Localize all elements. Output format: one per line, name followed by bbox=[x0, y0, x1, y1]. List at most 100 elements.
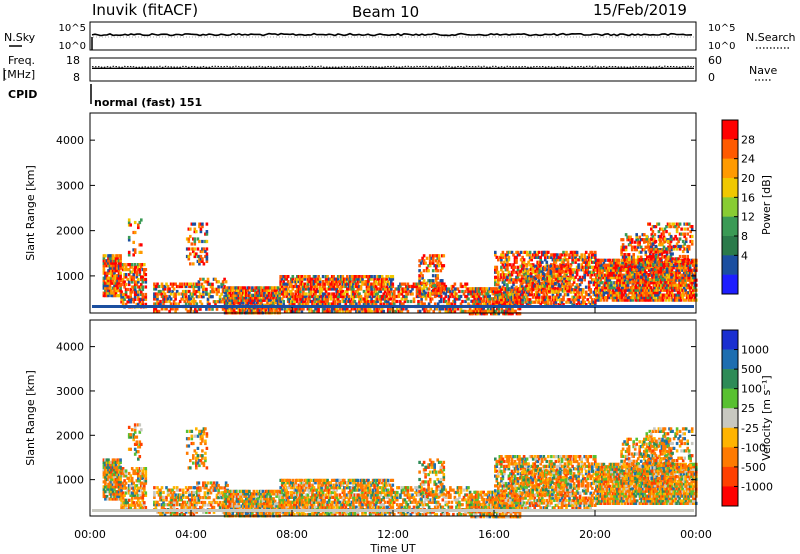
echo-cell bbox=[137, 290, 140, 294]
echo-cell bbox=[450, 284, 454, 289]
echo-cell bbox=[370, 309, 373, 313]
echo-cell bbox=[159, 302, 162, 306]
echo-cell bbox=[557, 258, 561, 262]
echo-cell bbox=[318, 292, 322, 296]
echo-cell bbox=[534, 277, 537, 281]
echo-cell bbox=[513, 293, 517, 297]
echo-cell bbox=[132, 273, 135, 277]
echo-cell bbox=[522, 258, 526, 262]
echo-cell bbox=[358, 297, 361, 301]
echo-cell bbox=[681, 273, 684, 277]
echo-cell bbox=[666, 266, 669, 270]
echo-cell bbox=[140, 290, 143, 294]
echo-cell bbox=[595, 278, 598, 282]
echo-cell bbox=[645, 298, 648, 302]
echo-cell bbox=[589, 280, 592, 284]
echo-cell bbox=[441, 254, 444, 258]
echo-cell bbox=[605, 296, 609, 300]
echo-cell bbox=[367, 294, 370, 299]
echo-cell bbox=[133, 282, 137, 287]
echo-cell bbox=[229, 308, 233, 312]
echo-cell bbox=[599, 291, 603, 295]
echo-cell bbox=[518, 303, 521, 307]
echo-cell bbox=[693, 263, 697, 267]
echo-cell bbox=[491, 307, 495, 311]
echo-cell bbox=[450, 287, 454, 291]
echo-cell bbox=[575, 265, 579, 269]
echo-cell bbox=[629, 275, 632, 279]
echo-cell bbox=[637, 288, 640, 292]
echo-cell bbox=[534, 253, 538, 257]
echo-cell bbox=[436, 281, 439, 285]
echo-cell bbox=[314, 289, 317, 294]
echo-cell bbox=[592, 278, 596, 282]
echo-cell bbox=[302, 292, 305, 296]
echo-cell bbox=[660, 296, 663, 300]
echo-cell bbox=[684, 247, 688, 251]
echo-cell bbox=[491, 302, 495, 306]
echo-cell bbox=[405, 284, 408, 289]
echo-cell bbox=[596, 288, 600, 292]
echo-cell bbox=[143, 295, 146, 299]
echo-cell bbox=[526, 277, 530, 281]
echo-cell bbox=[422, 259, 426, 263]
echo-cell bbox=[195, 284, 199, 289]
echo-cell bbox=[473, 292, 476, 296]
echo-cell bbox=[175, 289, 179, 294]
echo-cell bbox=[108, 264, 112, 268]
echo-cell bbox=[509, 312, 513, 316]
echo-cell bbox=[520, 267, 524, 271]
echo-cell bbox=[379, 280, 382, 284]
echo-cell bbox=[171, 282, 174, 286]
echo-cell bbox=[513, 265, 517, 269]
echo-cell bbox=[523, 287, 527, 291]
echo-cell bbox=[601, 271, 604, 275]
echo-cell bbox=[270, 308, 274, 312]
echo-cell bbox=[111, 271, 115, 275]
echo-cell bbox=[355, 284, 358, 289]
echo-cell bbox=[391, 282, 395, 286]
echo-cell bbox=[595, 273, 598, 277]
echo-cell bbox=[649, 291, 653, 295]
echo-cell bbox=[658, 296, 662, 300]
echo-cell bbox=[683, 259, 686, 263]
echo-cell bbox=[664, 266, 668, 270]
echo-cell bbox=[657, 234, 661, 239]
echo-cell bbox=[657, 259, 661, 263]
echo-cell bbox=[200, 295, 204, 299]
echo-cell bbox=[468, 287, 472, 291]
echo-cell bbox=[436, 256, 439, 260]
echo-cell bbox=[424, 291, 427, 295]
echo-cell bbox=[308, 307, 311, 311]
echo-cell bbox=[296, 309, 299, 313]
echo-cell bbox=[628, 273, 631, 277]
echo-cell bbox=[138, 250, 142, 254]
echo-cell bbox=[114, 254, 118, 258]
echo-cell bbox=[650, 254, 653, 259]
echo-cell bbox=[314, 292, 317, 296]
echo-cell bbox=[681, 258, 684, 262]
echo-cell bbox=[554, 260, 558, 264]
echo-cell bbox=[641, 268, 645, 272]
echo-cell bbox=[350, 287, 354, 291]
echo-cell bbox=[675, 247, 679, 251]
echo-cell bbox=[651, 293, 654, 297]
echo-cell bbox=[240, 301, 244, 305]
echo-cell bbox=[120, 292, 123, 297]
ytick-label: 3000 bbox=[56, 179, 84, 192]
echo-cell bbox=[491, 299, 495, 303]
echo-cell bbox=[447, 309, 451, 313]
echo-cell bbox=[572, 268, 576, 272]
echo-cell bbox=[418, 284, 421, 288]
echo-cell bbox=[598, 268, 601, 272]
echo-cell bbox=[544, 258, 547, 262]
echo-cell bbox=[174, 294, 177, 299]
echo-cell bbox=[251, 293, 254, 297]
echo-cell bbox=[530, 290, 533, 294]
echo-cell bbox=[293, 309, 296, 313]
echo-cell bbox=[359, 294, 363, 299]
echo-cell bbox=[327, 309, 331, 313]
echo-cell bbox=[239, 308, 242, 312]
echo-cell bbox=[655, 273, 658, 277]
echo-cell bbox=[500, 260, 503, 264]
